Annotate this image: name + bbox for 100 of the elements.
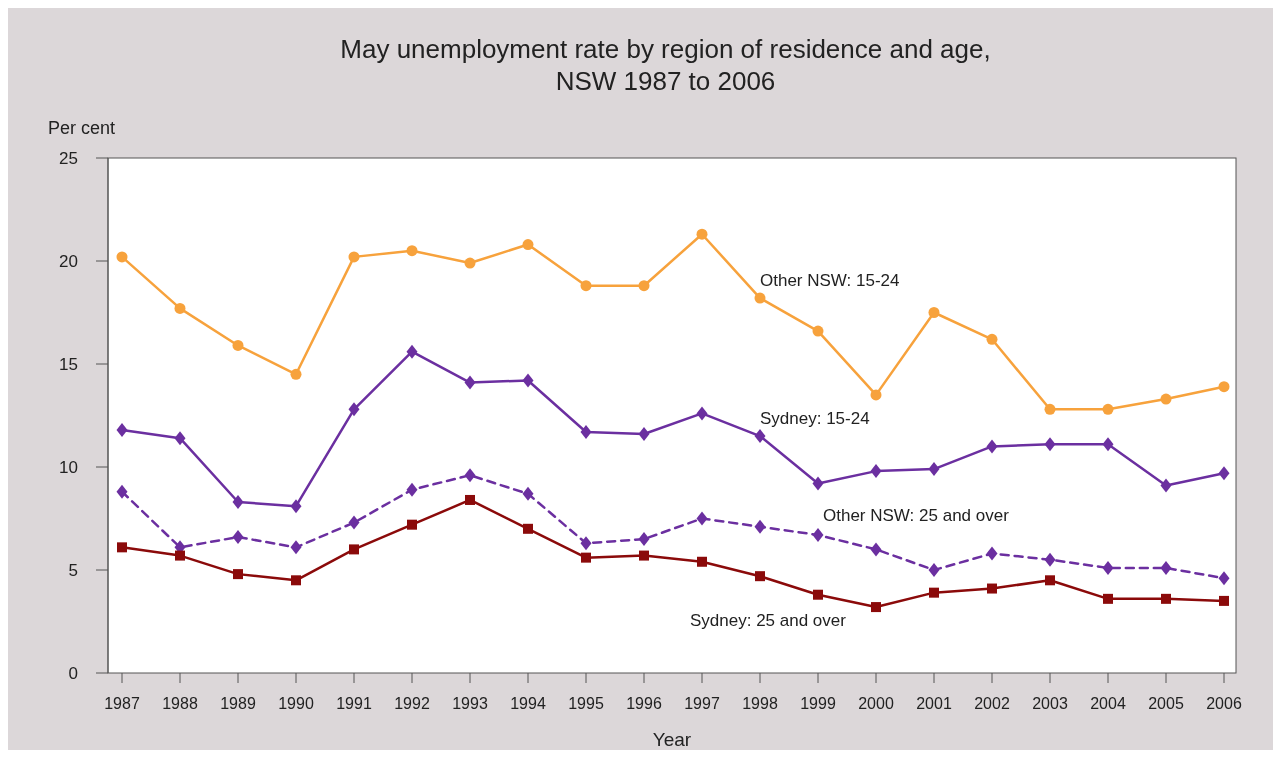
point	[870, 389, 882, 401]
x-tick-label: 1987	[104, 695, 140, 712]
x-tick-label: 1993	[452, 695, 488, 712]
point	[522, 486, 534, 501]
point	[406, 245, 418, 257]
point	[1161, 593, 1171, 604]
y-tick-label: 10	[59, 458, 78, 477]
point	[1044, 552, 1056, 567]
point	[116, 484, 128, 499]
point	[407, 519, 417, 530]
point	[349, 544, 359, 555]
point	[232, 495, 244, 510]
point	[986, 333, 998, 345]
point	[580, 424, 592, 439]
point	[755, 571, 765, 582]
point	[871, 602, 881, 613]
point	[1102, 437, 1114, 452]
x-tick-label: 1989	[220, 695, 256, 712]
y-tick-label: 20	[59, 252, 78, 271]
point	[696, 406, 708, 421]
y-tick-label: 15	[59, 355, 78, 374]
x-tick-label: 1994	[510, 695, 546, 712]
point	[1045, 575, 1055, 586]
point	[696, 228, 708, 240]
x-tick-label: 1996	[626, 695, 662, 712]
point	[290, 499, 302, 514]
x-tick-label: 1997	[684, 695, 720, 712]
x-tick-label: 1992	[394, 695, 430, 712]
point	[523, 523, 533, 534]
point	[639, 550, 649, 561]
point	[406, 344, 418, 359]
point	[1102, 403, 1114, 415]
point	[116, 422, 128, 437]
point	[232, 530, 244, 545]
point	[696, 511, 708, 526]
point	[1160, 560, 1172, 575]
point	[464, 468, 476, 483]
point	[348, 251, 360, 263]
point	[233, 569, 243, 580]
point	[870, 464, 882, 479]
x-tick-label: 1999	[800, 695, 836, 712]
point	[175, 550, 185, 561]
point	[464, 257, 476, 269]
y-tick-label: 25	[59, 149, 78, 168]
point	[1103, 593, 1113, 604]
point	[522, 373, 534, 388]
x-tick-label: 2004	[1090, 695, 1126, 712]
point	[986, 439, 998, 454]
x-tick-label: 2005	[1148, 695, 1184, 712]
x-tick-label: 2006	[1206, 695, 1242, 712]
point	[290, 368, 302, 380]
point	[348, 402, 360, 417]
point	[638, 532, 650, 547]
x-tick-label: 2003	[1032, 695, 1068, 712]
point	[638, 280, 650, 292]
x-tick-label: 1998	[742, 695, 778, 712]
x-tick-label: 2000	[858, 695, 894, 712]
x-tick-label: 1988	[162, 695, 198, 712]
point	[754, 519, 766, 534]
point	[813, 589, 823, 600]
chart-title: May unemployment rate by region of residence and age, NSW 1987 to 2006	[340, 34, 991, 96]
point	[348, 515, 360, 530]
y-tick-label: 5	[68, 561, 78, 580]
point	[812, 476, 824, 491]
point	[1102, 560, 1114, 575]
point	[812, 325, 824, 337]
point	[464, 375, 476, 390]
point	[1044, 437, 1056, 452]
x-tick-label: 2002	[974, 695, 1010, 712]
point	[291, 575, 301, 586]
x-axis-title: Year	[652, 729, 692, 750]
point	[928, 563, 940, 577]
series-label: Sydney: 15-24	[760, 409, 870, 429]
point	[986, 546, 998, 561]
point	[406, 482, 418, 497]
point	[581, 552, 591, 563]
point	[174, 302, 186, 314]
point	[928, 462, 940, 477]
point	[928, 307, 940, 318]
point	[465, 494, 475, 505]
point	[174, 431, 186, 446]
series-label: Other NSW: 15-24	[760, 271, 900, 291]
point	[117, 542, 127, 553]
y-axis-title: Per cent	[48, 118, 116, 138]
point	[697, 556, 707, 567]
point	[1160, 478, 1172, 493]
point	[1160, 393, 1172, 405]
point	[290, 540, 302, 555]
x-tick-label: 1995	[568, 695, 604, 712]
y-tick-label: 0	[68, 664, 78, 683]
point	[1219, 595, 1229, 606]
x-tick-label: 1991	[336, 695, 372, 712]
series-label: Other NSW: 25 and over	[823, 505, 1010, 525]
series-label: Sydney: 25 and over	[690, 611, 847, 631]
point	[1218, 381, 1230, 393]
x-tick-label: 2001	[916, 695, 952, 712]
point	[929, 587, 939, 598]
point	[116, 251, 128, 263]
point	[638, 427, 650, 442]
point	[232, 339, 244, 351]
